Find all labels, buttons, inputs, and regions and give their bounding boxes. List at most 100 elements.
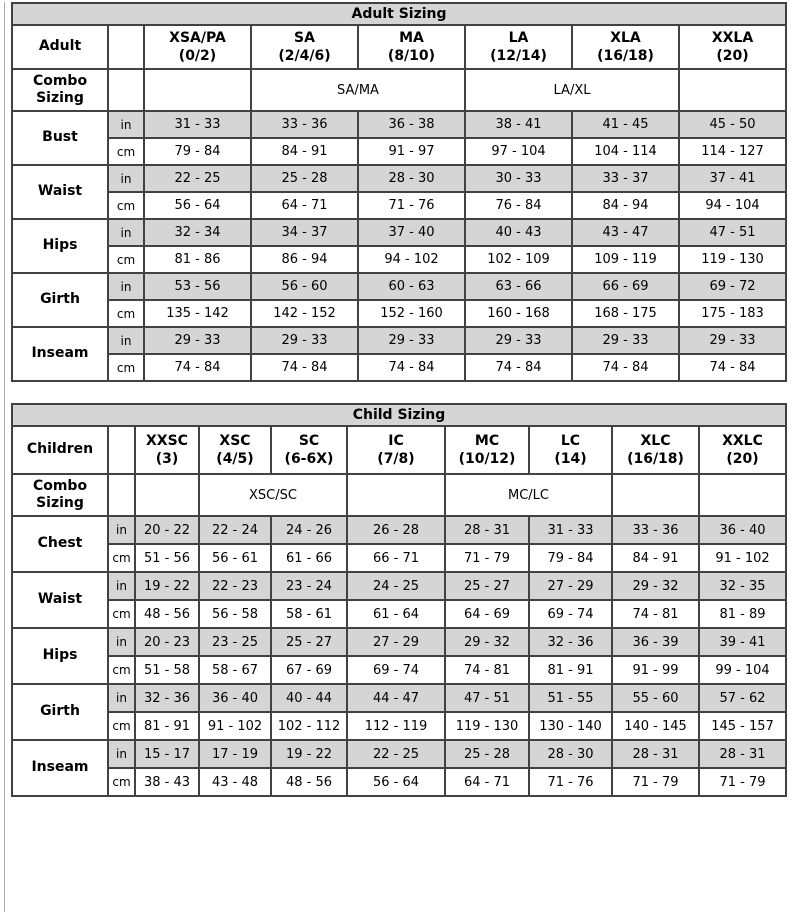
value-cell: 175 - 183	[677, 299, 788, 328]
value-cell: 145 - 157	[698, 711, 787, 741]
size-column-header: XLC (16/18)	[611, 425, 700, 475]
value-cell: 57 - 62	[698, 683, 787, 713]
value-cell: 119 - 130	[444, 711, 530, 741]
value-cell: 17 - 19	[198, 739, 272, 769]
value-cell: 81 - 91	[134, 711, 200, 741]
value-cell: 84 - 91	[611, 543, 700, 573]
value-cell: 84 - 94	[571, 191, 680, 220]
value-cell: 63 - 66	[464, 272, 573, 301]
value-cell: 27 - 29	[528, 571, 613, 601]
child-hips-cm-row: cm 51 - 58 58 - 67 67 - 69 69 - 74 74 - …	[12, 655, 787, 685]
adult-girth-in-row: Girth in 53 - 56 56 - 60 60 - 63 63 - 66…	[11, 272, 788, 328]
value-cell: 28 - 30	[357, 164, 466, 193]
value-cell: 26 - 28	[346, 515, 446, 545]
value-cell: 28 - 31	[698, 739, 787, 769]
value-cell: 25 - 27	[270, 627, 348, 657]
value-cell: 58 - 67	[198, 655, 272, 685]
adult-inseam-cm-row: cm 74 - 84 74 - 84 74 - 84 74 - 84 74 - …	[12, 353, 788, 382]
adult-bust-in-row: Bust in 31 - 33 33 - 36 36 - 38 38 - 41 …	[11, 110, 788, 166]
value-cell: 55 - 60	[611, 683, 700, 713]
value-cell: 22 - 23	[198, 571, 272, 601]
value-cell: 33 - 37	[571, 164, 680, 193]
empty-cell	[143, 68, 252, 112]
size-column-header: SC (6-6X)	[270, 425, 348, 475]
measurement-label: Waist	[11, 164, 109, 220]
child-inseam-cm-row: cm 38 - 43 43 - 48 48 - 56 56 - 64 64 - …	[12, 767, 787, 797]
child-girth-cm-row: cm 81 - 91 91 - 102 102 - 112 112 - 119 …	[12, 711, 787, 741]
value-cell: 53 - 56	[143, 272, 252, 301]
value-cell: 51 - 58	[134, 655, 200, 685]
value-cell: 23 - 24	[270, 571, 348, 601]
value-cell: 32 - 34	[143, 218, 252, 247]
unit-cm-cell: cm	[107, 245, 145, 274]
value-cell: 37 - 41	[677, 164, 788, 193]
adult-size-header-row: Adult XSA/PA (0/2) SA (2/4/6) MA (8/10) …	[11, 24, 788, 70]
value-cell: 102 - 112	[270, 711, 348, 741]
size-column-header: LA (12/14)	[464, 24, 573, 70]
size-column-header: MA (8/10)	[357, 24, 466, 70]
value-cell: 56 - 61	[198, 543, 272, 573]
value-cell: 61 - 64	[346, 599, 446, 629]
unit-cm-cell: cm	[107, 191, 145, 220]
value-cell: 39 - 41	[698, 627, 787, 657]
value-cell: 74 - 84	[143, 353, 252, 382]
empty-cell	[698, 473, 787, 517]
measurement-label: Bust	[11, 110, 109, 166]
empty-cell	[611, 473, 700, 517]
measurement-label: Inseam	[11, 326, 109, 382]
combo-size-cell: MC/LC	[444, 473, 613, 517]
adult-title-row: Adult Sizing	[10, 2, 788, 26]
empty-cell	[677, 68, 788, 112]
value-cell: 81 - 91	[528, 655, 613, 685]
value-cell: 32 - 36	[134, 683, 200, 713]
size-column-header: XSA/PA (0/2)	[143, 24, 252, 70]
child-inseam-in-row: Inseam in 15 - 17 17 - 19 19 - 22 22 - 2…	[11, 739, 787, 797]
unit-in-cell: in	[107, 739, 136, 769]
value-cell: 58 - 61	[270, 599, 348, 629]
measurement-label: Hips	[11, 627, 109, 685]
value-cell: 142 - 152	[250, 299, 359, 328]
value-cell: 29 - 33	[571, 326, 680, 355]
size-column-header: MC (10/12)	[444, 425, 530, 475]
unit-cm-cell: cm	[107, 599, 136, 629]
value-cell: 74 - 84	[677, 353, 788, 382]
value-cell: 19 - 22	[270, 739, 348, 769]
adult-hips-in-row: Hips in 32 - 34 34 - 37 37 - 40 40 - 43 …	[11, 218, 788, 274]
value-cell: 36 - 40	[198, 683, 272, 713]
measurement-label: Hips	[11, 218, 109, 274]
child-girth-in-row: Girth in 32 - 36 36 - 40 40 - 44 44 - 47…	[11, 683, 787, 741]
value-cell: 71 - 76	[528, 767, 613, 797]
unit-in-cell: in	[107, 218, 145, 247]
value-cell: 29 - 33	[250, 326, 359, 355]
value-cell: 19 - 22	[134, 571, 200, 601]
value-cell: 34 - 37	[250, 218, 359, 247]
value-cell: 30 - 33	[464, 164, 573, 193]
value-cell: 67 - 69	[270, 655, 348, 685]
unit-cm-cell: cm	[107, 137, 145, 166]
child-waist-in-row: Waist in 19 - 22 22 - 23 23 - 24 24 - 25…	[11, 571, 787, 629]
measurement-label: Inseam	[11, 739, 109, 797]
measurement-label: Girth	[11, 683, 109, 741]
value-cell: 25 - 27	[444, 571, 530, 601]
size-column-header: SA (2/4/6)	[250, 24, 359, 70]
value-cell: 36 - 39	[611, 627, 700, 657]
value-cell: 91 - 99	[611, 655, 700, 685]
value-cell: 130 - 140	[528, 711, 613, 741]
value-cell: 29 - 32	[611, 571, 700, 601]
value-cell: 27 - 29	[346, 627, 446, 657]
empty-cell	[346, 473, 446, 517]
unit-cm-cell: cm	[107, 543, 136, 573]
combo-size-cell: LA/XL	[464, 68, 680, 112]
unit-cm-cell: cm	[107, 353, 145, 382]
size-column-header: IC (7/8)	[346, 425, 446, 475]
unit-cm-cell: cm	[107, 655, 136, 685]
value-cell: 97 - 104	[464, 137, 573, 166]
value-cell: 31 - 33	[528, 515, 613, 545]
value-cell: 25 - 28	[250, 164, 359, 193]
adult-hips-cm-row: cm 81 - 86 86 - 94 94 - 102 102 - 109 10…	[12, 245, 788, 274]
value-cell: 152 - 160	[357, 299, 466, 328]
value-cell: 71 - 76	[357, 191, 466, 220]
value-cell: 45 - 50	[677, 110, 788, 139]
value-cell: 29 - 33	[143, 326, 252, 355]
value-cell: 29 - 33	[677, 326, 788, 355]
